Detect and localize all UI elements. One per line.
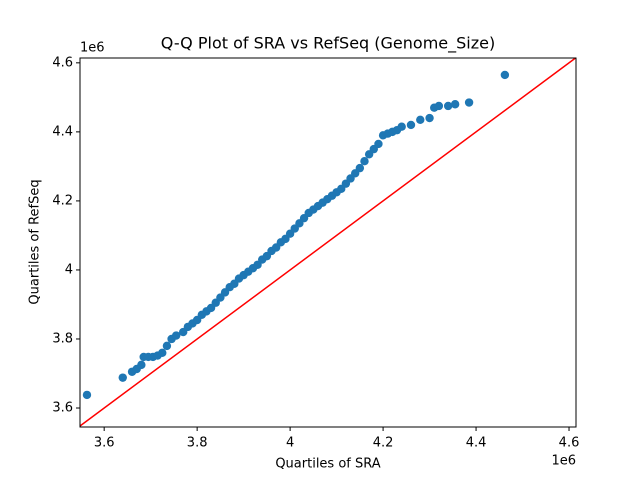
point bbox=[434, 101, 444, 111]
x-offset-text: 1e6 bbox=[551, 454, 576, 469]
y-tick-label: 3.8 bbox=[52, 331, 73, 346]
x-tick-label: 4.2 bbox=[373, 436, 394, 451]
x-tick-label: 3.8 bbox=[187, 436, 208, 451]
y-tick-label: 4 bbox=[65, 262, 73, 277]
point bbox=[158, 348, 167, 357]
plot-frame bbox=[79, 57, 577, 428]
point bbox=[450, 100, 460, 109]
point bbox=[443, 101, 453, 111]
y-axis-label: Quartiles of RefSeq bbox=[28, 179, 43, 304]
point bbox=[82, 390, 92, 400]
point bbox=[137, 360, 146, 370]
point bbox=[406, 120, 416, 130]
point bbox=[464, 98, 474, 107]
point bbox=[500, 70, 510, 80]
point bbox=[162, 341, 172, 351]
point bbox=[374, 139, 383, 149]
x-tick-label: 4.4 bbox=[466, 436, 487, 451]
point bbox=[172, 331, 181, 340]
chart-title: Q-Q Plot of SRA vs RefSeq (Genome_Size) bbox=[161, 34, 495, 54]
y-tick-label: 4.2 bbox=[52, 193, 73, 208]
point bbox=[118, 373, 127, 382]
y-offset-text: 1e6 bbox=[80, 41, 105, 56]
point bbox=[397, 122, 406, 131]
y-tick-label: 3.6 bbox=[52, 401, 73, 416]
x-tick-label: 3.6 bbox=[94, 436, 115, 451]
point bbox=[355, 163, 365, 173]
x-tick-label: 4 bbox=[286, 436, 294, 451]
x-axis-label: Quartiles of SRA bbox=[275, 457, 380, 472]
y-tick-label: 4.4 bbox=[52, 124, 73, 139]
point bbox=[425, 113, 434, 123]
point bbox=[416, 115, 425, 124]
reference-line bbox=[79, 57, 576, 427]
x-tick-label: 4.6 bbox=[559, 436, 580, 451]
y-tick-label: 4.6 bbox=[52, 55, 73, 70]
point bbox=[360, 157, 369, 166]
